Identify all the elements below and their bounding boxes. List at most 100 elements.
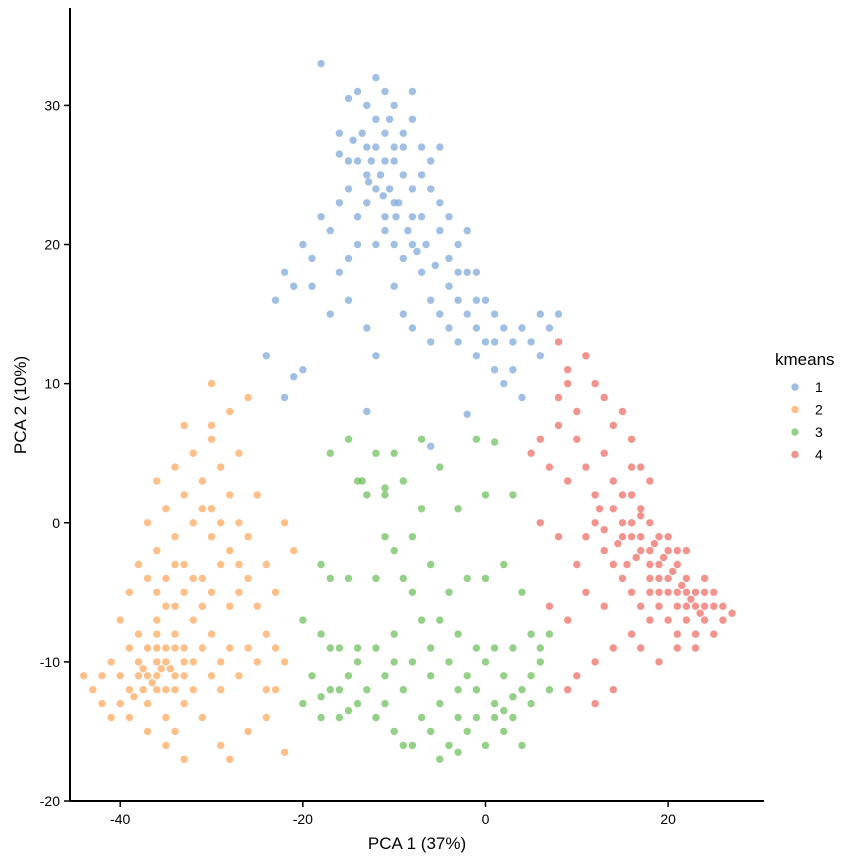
data-point-cluster-4 bbox=[554, 533, 563, 541]
data-point-cluster-1 bbox=[353, 157, 362, 165]
data-point-cluster-2 bbox=[153, 644, 161, 652]
data-point-cluster-1 bbox=[481, 338, 490, 346]
data-point-cluster-2 bbox=[162, 741, 170, 750]
data-point-cluster-3 bbox=[417, 616, 426, 624]
data-point-cluster-2 bbox=[244, 533, 252, 541]
data-point-cluster-2 bbox=[107, 713, 115, 722]
data-point-cluster-1 bbox=[363, 171, 371, 179]
data-point-cluster-1 bbox=[436, 143, 444, 151]
data-point-cluster-1 bbox=[326, 226, 334, 235]
data-point-cluster-2 bbox=[235, 560, 243, 569]
data-point-cluster-2 bbox=[207, 533, 216, 541]
data-point-cluster-1 bbox=[399, 129, 407, 137]
data-point-cluster-1 bbox=[463, 268, 471, 276]
data-point-cluster-3 bbox=[527, 672, 535, 680]
data-point-cluster-4 bbox=[682, 616, 691, 624]
data-point-cluster-2 bbox=[171, 672, 179, 680]
data-point-cluster-2 bbox=[207, 672, 216, 680]
data-point-cluster-2 bbox=[134, 630, 143, 638]
data-point-cluster-2 bbox=[198, 574, 207, 583]
data-point-cluster-1 bbox=[427, 338, 435, 346]
data-point-cluster-3 bbox=[381, 699, 389, 708]
data-point-cluster-1 bbox=[364, 178, 373, 186]
data-point-cluster-3 bbox=[436, 755, 444, 763]
data-point-cluster-4 bbox=[637, 644, 645, 652]
data-point-cluster-3 bbox=[390, 658, 398, 666]
data-point-cluster-2 bbox=[280, 519, 289, 527]
data-point-cluster-1 bbox=[317, 213, 325, 221]
data-point-cluster-4 bbox=[637, 505, 645, 513]
data-point-cluster-2 bbox=[189, 686, 197, 694]
data-point-cluster-1 bbox=[500, 324, 508, 332]
data-point-cluster-4 bbox=[646, 519, 654, 527]
legend-title: kmeans bbox=[775, 350, 835, 369]
data-point-cluster-3 bbox=[390, 727, 398, 736]
legend: kmeans 1 2 3 4 bbox=[775, 350, 835, 463]
data-point-cluster-3 bbox=[481, 741, 490, 750]
data-point-cluster-1 bbox=[381, 87, 389, 96]
data-point-cluster-3 bbox=[527, 699, 535, 708]
y-tick-label: 0 bbox=[52, 515, 60, 531]
data-point-cluster-2 bbox=[171, 686, 179, 694]
data-point-cluster-1 bbox=[335, 129, 344, 137]
data-point-cluster-3 bbox=[372, 449, 380, 457]
data-point-cluster-3 bbox=[472, 686, 481, 694]
data-point-cluster-1 bbox=[372, 115, 380, 124]
data-point-cluster-3 bbox=[417, 505, 426, 513]
data-point-cluster-4 bbox=[655, 533, 663, 541]
data-point-cluster-4 bbox=[609, 686, 617, 694]
data-point-cluster-1 bbox=[417, 268, 426, 276]
data-point-cluster-4 bbox=[618, 533, 627, 541]
data-point-cluster-2 bbox=[143, 727, 152, 736]
data-point-cluster-4 bbox=[691, 602, 700, 610]
data-point-cluster-4 bbox=[650, 539, 659, 548]
data-point-cluster-4 bbox=[609, 477, 617, 485]
data-point-cluster-3 bbox=[308, 672, 316, 680]
data-point-cluster-2 bbox=[153, 588, 161, 596]
data-point-cluster-2 bbox=[162, 658, 170, 666]
data-point-cluster-1 bbox=[490, 338, 499, 346]
data-point-cluster-3 bbox=[445, 741, 453, 750]
data-point-cluster-3 bbox=[454, 713, 462, 722]
data-point-cluster-1 bbox=[445, 324, 453, 332]
legend-key-3 bbox=[791, 428, 799, 436]
data-point-cluster-2 bbox=[262, 630, 270, 638]
data-point-cluster-1 bbox=[349, 136, 357, 144]
data-point-cluster-4 bbox=[664, 574, 672, 583]
data-point-cluster-2 bbox=[171, 560, 179, 569]
data-point-cluster-2 bbox=[235, 449, 243, 457]
data-point-cluster-3 bbox=[326, 686, 334, 694]
data-point-cluster-2 bbox=[162, 574, 170, 583]
data-point-cluster-4 bbox=[655, 588, 663, 596]
data-point-cluster-1 bbox=[381, 129, 389, 137]
data-point-cluster-1 bbox=[427, 157, 435, 165]
data-point-cluster-1 bbox=[399, 310, 407, 318]
data-point-cluster-2 bbox=[171, 533, 179, 541]
data-point-cluster-4 bbox=[637, 533, 645, 541]
data-point-cluster-4 bbox=[527, 449, 535, 457]
data-point-cluster-1 bbox=[372, 73, 380, 82]
data-point-cluster-4 bbox=[573, 435, 581, 443]
data-point-cluster-2 bbox=[180, 644, 188, 652]
data-point-cluster-2 bbox=[244, 727, 252, 736]
data-point-cluster-1 bbox=[408, 324, 417, 332]
data-point-cluster-1 bbox=[472, 268, 481, 276]
data-point-cluster-2 bbox=[171, 630, 179, 638]
data-point-cluster-3 bbox=[445, 588, 453, 596]
data-point-cluster-1 bbox=[385, 185, 394, 193]
data-point-cluster-4 bbox=[691, 588, 700, 596]
data-point-cluster-4 bbox=[719, 616, 727, 624]
data-point-cluster-3 bbox=[381, 533, 389, 541]
data-point-cluster-1 bbox=[463, 410, 471, 418]
data-point-cluster-1 bbox=[427, 296, 435, 304]
data-point-cluster-2 bbox=[217, 519, 225, 527]
data-point-cluster-4 bbox=[646, 477, 654, 485]
data-point-cluster-1 bbox=[299, 366, 307, 374]
y-tick-label: 20 bbox=[44, 237, 60, 253]
data-point-cluster-3 bbox=[317, 560, 325, 569]
data-point-cluster-1 bbox=[381, 157, 389, 165]
data-point-cluster-2 bbox=[217, 658, 225, 666]
data-point-cluster-4 bbox=[618, 574, 627, 583]
data-point-cluster-4 bbox=[664, 588, 672, 596]
data-point-cluster-3 bbox=[399, 741, 407, 750]
